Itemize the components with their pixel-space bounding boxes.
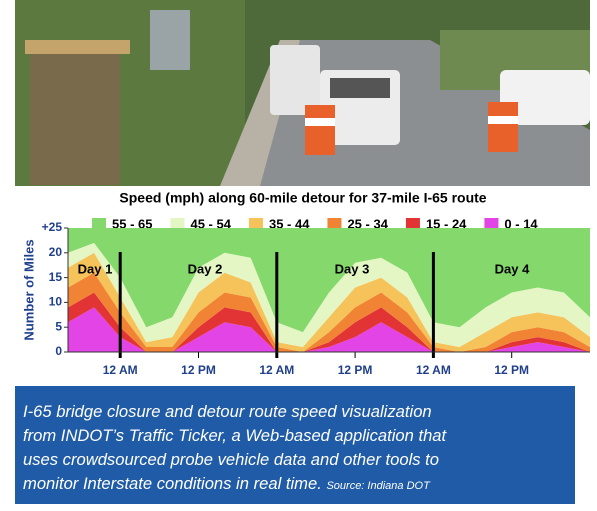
y-tick-label: 20 — [49, 245, 63, 259]
x-tick-label: 12 PM — [494, 363, 529, 377]
caption-line: from INDOT’s Traffic Ticker, a Web-based… — [23, 424, 575, 448]
y-tick-label: 5 — [55, 319, 62, 333]
x-tick-label: 12 AM — [103, 363, 138, 377]
photo — [15, 0, 590, 186]
caption-line: uses crowdsourced probe vehicle data and… — [23, 448, 575, 472]
y-axis-label: Number of Miles — [21, 239, 36, 340]
y-tick-label: 15 — [49, 270, 63, 284]
caption-text: from INDOT’s Traffic Ticker, a Web-based… — [23, 426, 446, 445]
caption-text: monitor Interstate conditions in real ti… — [23, 474, 322, 493]
caption-line: I-65 bridge closure and detour route spe… — [23, 400, 575, 424]
day-label: Day 1 — [78, 261, 113, 276]
y-tick-label: +25 — [42, 220, 63, 234]
day-label: Day 2 — [188, 261, 223, 276]
caption-source: Source: Indiana DOT — [326, 480, 429, 492]
x-tick-label: 12 PM — [338, 363, 373, 377]
x-tick-label: 12 AM — [259, 363, 294, 377]
caption-line: monitor Interstate conditions in real ti… — [23, 472, 575, 498]
day-label: Day 3 — [335, 261, 370, 276]
y-tick-label: 0 — [55, 344, 62, 358]
caption-text: uses crowdsourced probe vehicle data and… — [23, 450, 439, 469]
x-tick-label: 12 PM — [181, 363, 216, 377]
day-label: Day 4 — [495, 261, 530, 276]
caption-text: I-65 bridge closure and detour route spe… — [23, 402, 432, 421]
chart-title: Speed (mph) along 60-mile detour for 37-… — [119, 190, 486, 206]
page: {"chart_data": { "type": "area", "stacke… — [0, 0, 597, 511]
y-tick-label: 10 — [49, 295, 63, 309]
caption: I-65 bridge closure and detour route spe… — [15, 386, 575, 504]
x-tick-label: 12 AM — [416, 363, 451, 377]
